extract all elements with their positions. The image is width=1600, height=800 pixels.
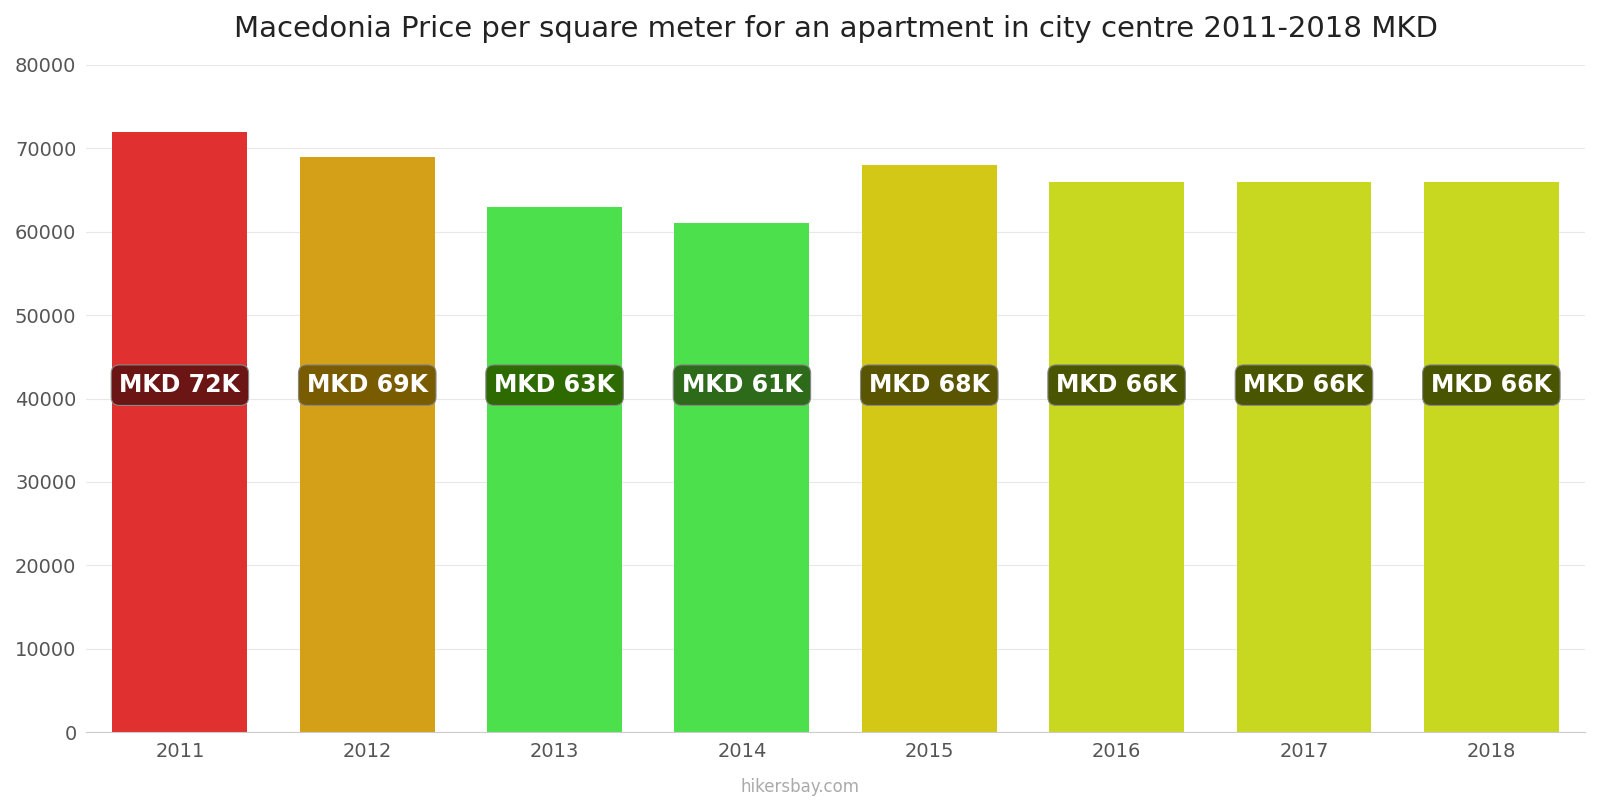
Text: MKD 69K: MKD 69K (307, 373, 427, 397)
Text: hikersbay.com: hikersbay.com (741, 778, 859, 796)
Bar (486, 206, 622, 732)
Text: MKD 66K: MKD 66K (1243, 373, 1365, 397)
Text: MKD 61K: MKD 61K (682, 373, 802, 397)
Bar (675, 223, 810, 732)
Bar (112, 131, 248, 732)
Title: Macedonia Price per square meter for an apartment in city centre 2011-2018 MKD: Macedonia Price per square meter for an … (234, 15, 1438, 43)
Text: MKD 66K: MKD 66K (1430, 373, 1552, 397)
Text: MKD 63K: MKD 63K (494, 373, 614, 397)
Text: MKD 68K: MKD 68K (869, 373, 990, 397)
Bar (862, 165, 997, 732)
Bar (299, 157, 435, 732)
Text: MKD 72K: MKD 72K (120, 373, 240, 397)
Bar (1237, 182, 1371, 732)
Text: MKD 66K: MKD 66K (1056, 373, 1178, 397)
Bar (1050, 182, 1184, 732)
Bar (1424, 182, 1558, 732)
